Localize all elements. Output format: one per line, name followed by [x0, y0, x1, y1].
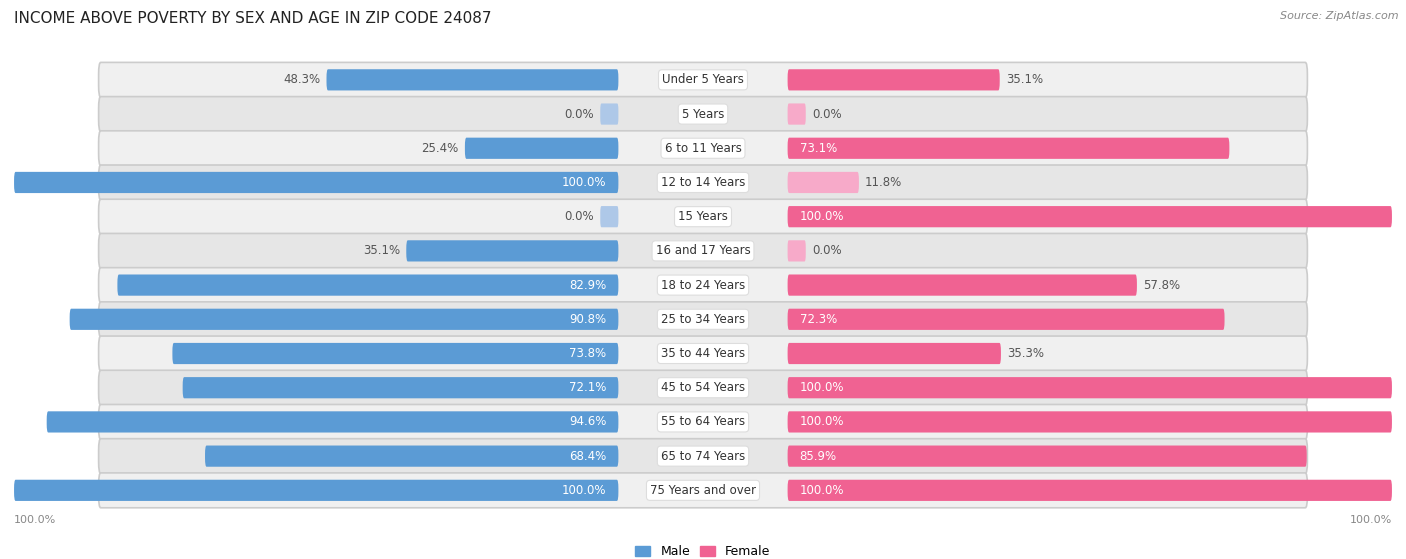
Text: 73.8%: 73.8%: [569, 347, 606, 360]
FancyBboxPatch shape: [787, 206, 1392, 228]
Text: 72.3%: 72.3%: [800, 313, 837, 326]
FancyBboxPatch shape: [98, 439, 1308, 473]
Text: 0.0%: 0.0%: [811, 244, 841, 257]
Text: 5 Years: 5 Years: [682, 107, 724, 121]
Text: 11.8%: 11.8%: [865, 176, 903, 189]
FancyBboxPatch shape: [787, 446, 1306, 467]
FancyBboxPatch shape: [787, 274, 1137, 296]
FancyBboxPatch shape: [406, 240, 619, 262]
FancyBboxPatch shape: [787, 377, 1392, 399]
FancyBboxPatch shape: [173, 343, 619, 364]
Text: 35 to 44 Years: 35 to 44 Years: [661, 347, 745, 360]
FancyBboxPatch shape: [787, 69, 1000, 91]
FancyBboxPatch shape: [14, 172, 619, 193]
FancyBboxPatch shape: [787, 172, 859, 193]
FancyBboxPatch shape: [787, 103, 806, 125]
Legend: Male, Female: Male, Female: [630, 540, 776, 559]
FancyBboxPatch shape: [183, 377, 619, 399]
FancyBboxPatch shape: [98, 199, 1308, 234]
Text: 73.1%: 73.1%: [800, 142, 837, 155]
FancyBboxPatch shape: [98, 268, 1308, 302]
Text: 16 and 17 Years: 16 and 17 Years: [655, 244, 751, 257]
Text: 57.8%: 57.8%: [1143, 278, 1180, 292]
FancyBboxPatch shape: [326, 69, 619, 91]
Text: Under 5 Years: Under 5 Years: [662, 73, 744, 86]
FancyBboxPatch shape: [98, 234, 1308, 268]
Text: 100.0%: 100.0%: [800, 210, 844, 223]
FancyBboxPatch shape: [70, 309, 619, 330]
FancyBboxPatch shape: [787, 411, 1392, 433]
FancyBboxPatch shape: [98, 370, 1308, 405]
FancyBboxPatch shape: [787, 343, 1001, 364]
Text: 6 to 11 Years: 6 to 11 Years: [665, 142, 741, 155]
FancyBboxPatch shape: [787, 138, 1229, 159]
Text: 25 to 34 Years: 25 to 34 Years: [661, 313, 745, 326]
Text: 75 Years and over: 75 Years and over: [650, 484, 756, 497]
Text: 100.0%: 100.0%: [800, 484, 844, 497]
FancyBboxPatch shape: [46, 411, 619, 433]
FancyBboxPatch shape: [98, 405, 1308, 439]
Text: 48.3%: 48.3%: [284, 73, 321, 86]
Text: 18 to 24 Years: 18 to 24 Years: [661, 278, 745, 292]
Text: 0.0%: 0.0%: [565, 210, 595, 223]
FancyBboxPatch shape: [14, 480, 619, 501]
Text: 100.0%: 100.0%: [800, 415, 844, 428]
FancyBboxPatch shape: [787, 480, 1392, 501]
Text: 100.0%: 100.0%: [562, 176, 606, 189]
Text: 100.0%: 100.0%: [1350, 515, 1392, 525]
FancyBboxPatch shape: [98, 302, 1308, 337]
FancyBboxPatch shape: [787, 240, 806, 262]
Text: 94.6%: 94.6%: [569, 415, 606, 428]
FancyBboxPatch shape: [465, 138, 619, 159]
Text: 68.4%: 68.4%: [569, 449, 606, 463]
Text: 85.9%: 85.9%: [800, 449, 837, 463]
Text: 12 to 14 Years: 12 to 14 Years: [661, 176, 745, 189]
Text: INCOME ABOVE POVERTY BY SEX AND AGE IN ZIP CODE 24087: INCOME ABOVE POVERTY BY SEX AND AGE IN Z…: [14, 11, 492, 26]
Text: 90.8%: 90.8%: [569, 313, 606, 326]
FancyBboxPatch shape: [98, 131, 1308, 165]
Text: 100.0%: 100.0%: [562, 484, 606, 497]
Text: 72.1%: 72.1%: [569, 381, 606, 394]
FancyBboxPatch shape: [117, 274, 619, 296]
Text: 35.1%: 35.1%: [1005, 73, 1043, 86]
FancyBboxPatch shape: [787, 309, 1225, 330]
FancyBboxPatch shape: [600, 103, 619, 125]
FancyBboxPatch shape: [98, 473, 1308, 508]
FancyBboxPatch shape: [600, 206, 619, 228]
Text: 55 to 64 Years: 55 to 64 Years: [661, 415, 745, 428]
Text: 15 Years: 15 Years: [678, 210, 728, 223]
Text: 35.3%: 35.3%: [1007, 347, 1045, 360]
Text: 0.0%: 0.0%: [811, 107, 841, 121]
Text: Source: ZipAtlas.com: Source: ZipAtlas.com: [1281, 11, 1399, 21]
Text: 35.1%: 35.1%: [363, 244, 401, 257]
Text: 65 to 74 Years: 65 to 74 Years: [661, 449, 745, 463]
Text: 45 to 54 Years: 45 to 54 Years: [661, 381, 745, 394]
FancyBboxPatch shape: [98, 63, 1308, 97]
FancyBboxPatch shape: [98, 165, 1308, 200]
Text: 82.9%: 82.9%: [569, 278, 606, 292]
FancyBboxPatch shape: [205, 446, 619, 467]
Text: 25.4%: 25.4%: [422, 142, 458, 155]
Text: 100.0%: 100.0%: [800, 381, 844, 394]
FancyBboxPatch shape: [98, 97, 1308, 131]
Text: 100.0%: 100.0%: [14, 515, 56, 525]
FancyBboxPatch shape: [98, 336, 1308, 371]
Text: 0.0%: 0.0%: [565, 107, 595, 121]
